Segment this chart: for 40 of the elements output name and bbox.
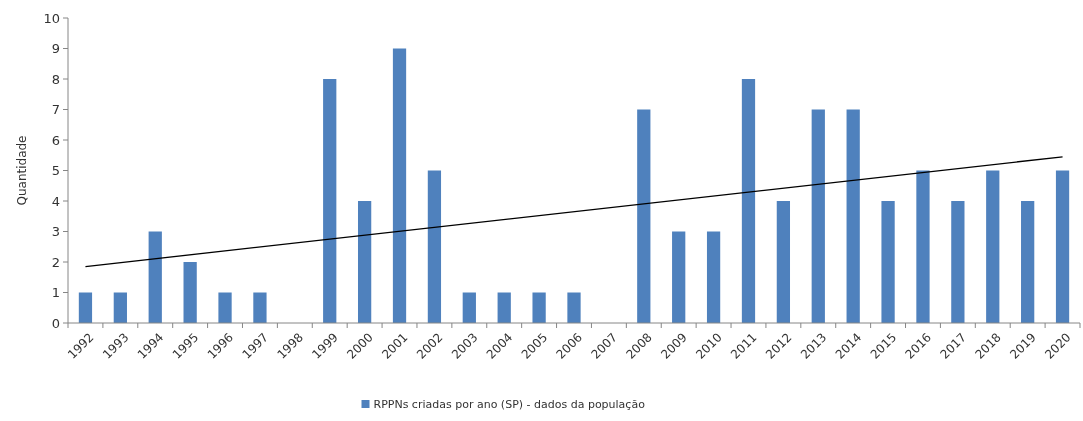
bar bbox=[78, 292, 93, 323]
bar bbox=[846, 109, 860, 323]
bar bbox=[637, 109, 651, 323]
legend-label: RPPNs criadas por ano (SP) - dados da população bbox=[373, 398, 646, 411]
bar bbox=[392, 48, 407, 323]
y-tick-label: 6 bbox=[51, 132, 60, 148]
bar bbox=[986, 170, 1000, 323]
bar bbox=[741, 79, 756, 323]
bar bbox=[113, 292, 127, 323]
y-tick-label: 9 bbox=[51, 41, 60, 57]
bar bbox=[148, 231, 162, 323]
y-tick-label: 1 bbox=[51, 285, 60, 301]
bar bbox=[532, 292, 546, 323]
bar bbox=[811, 109, 825, 323]
bar bbox=[951, 201, 965, 323]
y-tick-label: 7 bbox=[51, 102, 60, 118]
y-tick-label: 5 bbox=[51, 163, 60, 179]
bar bbox=[916, 170, 930, 323]
y-tick-label: 0 bbox=[51, 315, 60, 331]
bar bbox=[253, 292, 267, 323]
y-tick-label: 3 bbox=[51, 224, 60, 240]
bar bbox=[218, 292, 232, 323]
bar bbox=[497, 292, 511, 323]
bar bbox=[567, 292, 581, 323]
bar bbox=[776, 201, 791, 323]
y-tick-label: 8 bbox=[51, 71, 60, 87]
y-tick-label: 10 bbox=[43, 10, 60, 26]
bar bbox=[706, 231, 721, 323]
y-tick-label: 2 bbox=[51, 254, 60, 270]
y-axis-title: Quantidade bbox=[15, 135, 29, 206]
bar bbox=[1021, 201, 1035, 323]
bar bbox=[672, 231, 686, 323]
bar bbox=[357, 201, 372, 323]
bar bbox=[462, 292, 476, 323]
bar bbox=[323, 79, 337, 323]
bar bbox=[1055, 170, 1070, 323]
bar bbox=[183, 262, 197, 323]
y-tick-label: 4 bbox=[51, 193, 60, 209]
bar bbox=[427, 170, 442, 323]
bar bbox=[881, 201, 895, 323]
